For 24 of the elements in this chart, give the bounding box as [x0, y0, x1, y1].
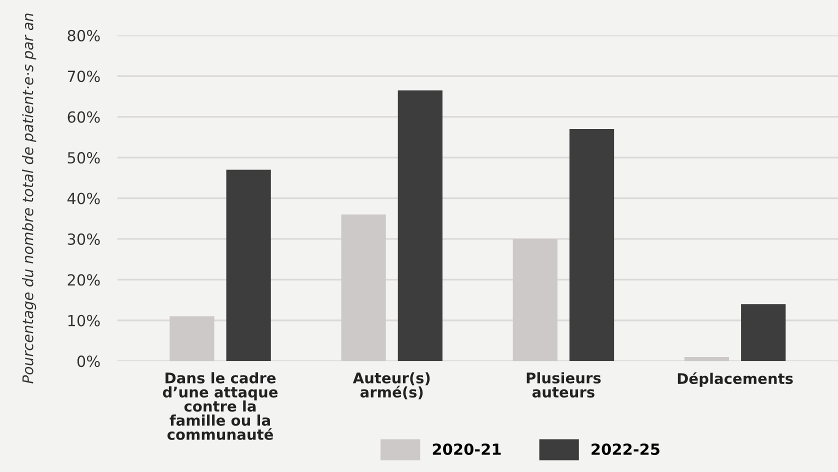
bar — [226, 170, 271, 362]
x-tick-label: Déplacements — [678, 372, 793, 387]
bar — [569, 129, 614, 362]
y-tick-label: 50% — [68, 152, 100, 164]
y-tick-label: 20% — [68, 274, 100, 286]
x-tick-label: Dans le cadre d’une attaque contre la famille ou la communauté — [162, 372, 278, 440]
y-tick-label: 30% — [68, 233, 100, 245]
legend-label: 2020-21 — [432, 443, 501, 456]
y-tick-label: 60% — [68, 111, 100, 123]
bar — [341, 214, 386, 362]
y-axis-title: Pourcentage du nombre total de patient·e·s par an — [22, 14, 36, 384]
x-tick-label: Plusieurs auteurs — [526, 372, 601, 398]
bar — [684, 357, 730, 362]
legend-label: 2022-25 — [592, 443, 660, 456]
y-tick-label: 10% — [68, 314, 100, 326]
y-tick-label: 0% — [77, 356, 100, 368]
bar — [741, 304, 786, 362]
y-tick-label: 40% — [67, 192, 100, 204]
y-tick-label: 70% — [68, 70, 100, 82]
bar — [170, 316, 214, 362]
x-tick-label: Auteur(s) armé(s) — [352, 372, 430, 400]
y-tick-label: 80% — [68, 30, 100, 42]
bar — [512, 238, 558, 362]
bar — [398, 90, 442, 362]
